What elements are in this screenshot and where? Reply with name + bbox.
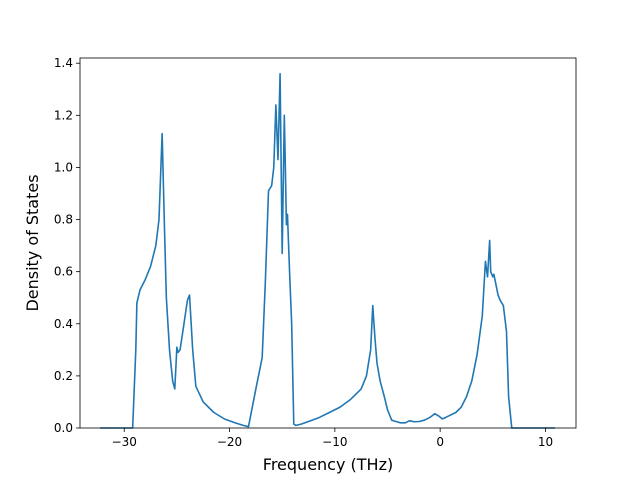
y-tick-label: 0.8 [54, 213, 73, 227]
y-tick-label: 0.0 [54, 421, 73, 435]
x-tick-label: 0 [436, 435, 444, 449]
series-line-0 [100, 72, 555, 429]
y-tick-label: 1.4 [54, 56, 73, 70]
plot-area [80, 58, 576, 428]
plot-frame [79, 57, 577, 429]
series-layer [100, 72, 555, 429]
y-tick-label: 0.6 [54, 265, 73, 279]
x-tick-label: −30 [112, 435, 137, 449]
x-axis: −30 −20 −10 0 10 [112, 428, 553, 449]
x-tick-label: −10 [322, 435, 347, 449]
x-tick-label: −20 [217, 435, 242, 449]
y-tick-label: 0.2 [54, 369, 73, 383]
y-tick-label: 1.0 [54, 160, 73, 174]
y-tick-label: 0.4 [54, 317, 73, 331]
y-axis-label: Density of States [23, 174, 42, 311]
x-axis-label: Frequency (THz) [263, 455, 393, 474]
y-axis: 0.0 0.2 0.4 0.6 0.8 1.0 1.2 1.4 [54, 56, 80, 435]
x-tick-label: 10 [538, 435, 553, 449]
y-tick-label: 1.2 [54, 108, 73, 122]
